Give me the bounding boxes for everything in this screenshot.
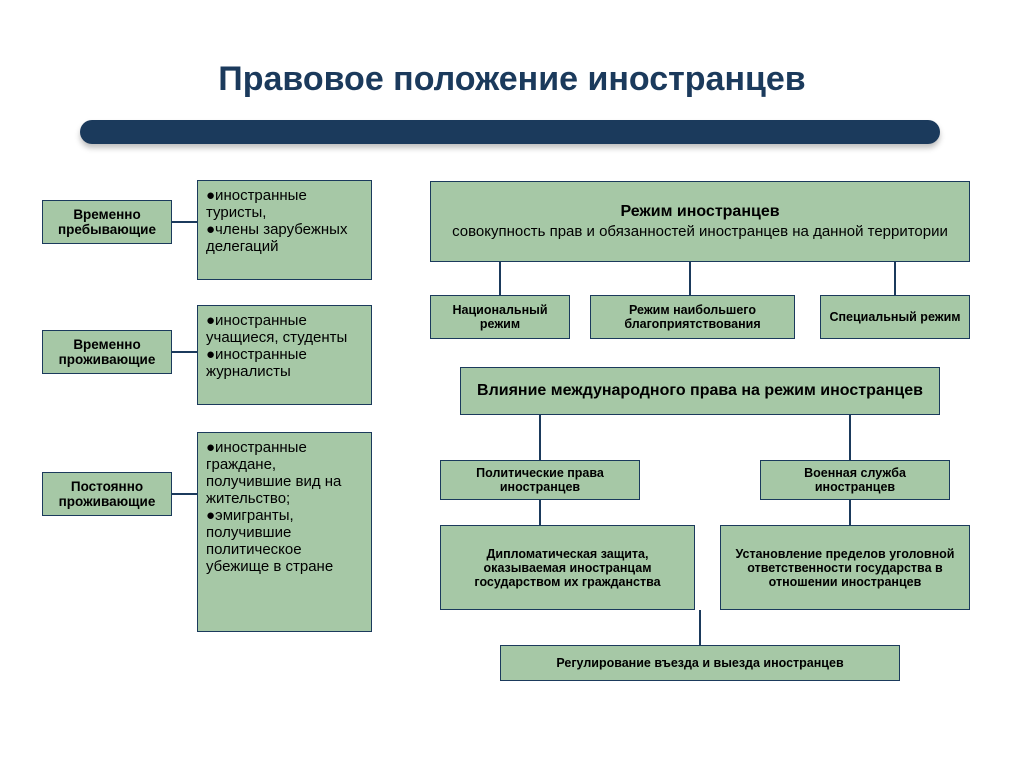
influence-header-box: Влияние международного права на режим ин… [460,367,940,415]
category-permanent-reside: Постоянно проживающие [42,472,172,516]
regime-most-favored: Режим наибольшего благоприятствования [590,295,795,339]
influence-diplomatic: Дипломатическая защита, оказываемая инос… [440,525,695,610]
regime-header-subtitle: совокупность прав и обязанностей иностра… [437,223,963,240]
regime-header-box: Режим иностранцев совокупность прав и об… [430,181,970,262]
influence-political: Политические права иностранцев [440,460,640,500]
category-temporary-reside: Временно проживающие [42,330,172,374]
category-permanent-reside-detail: ●иностранные граждане, получившие вид на… [197,432,372,632]
page-title: Правовое положение иностранцев [0,60,1024,99]
regime-national: Национальный режим [430,295,570,339]
category-temporary-stay: Временно пребывающие [42,200,172,244]
influence-regulation: Регулирование въезда и выезда иностранце… [500,645,900,681]
category-temporary-stay-detail: ●иностранные туристы, ●члены зарубежных … [197,180,372,280]
title-underline-bar [80,120,940,144]
influence-military: Военная служба иностранцев [760,460,950,500]
category-temporary-reside-detail: ●иностранные учащиеся, студенты ●иностра… [197,305,372,405]
influence-criminal: Установление пределов уголовной ответств… [720,525,970,610]
regime-special: Специальный режим [820,295,970,339]
regime-header-title: Режим иностранцев [437,203,963,221]
